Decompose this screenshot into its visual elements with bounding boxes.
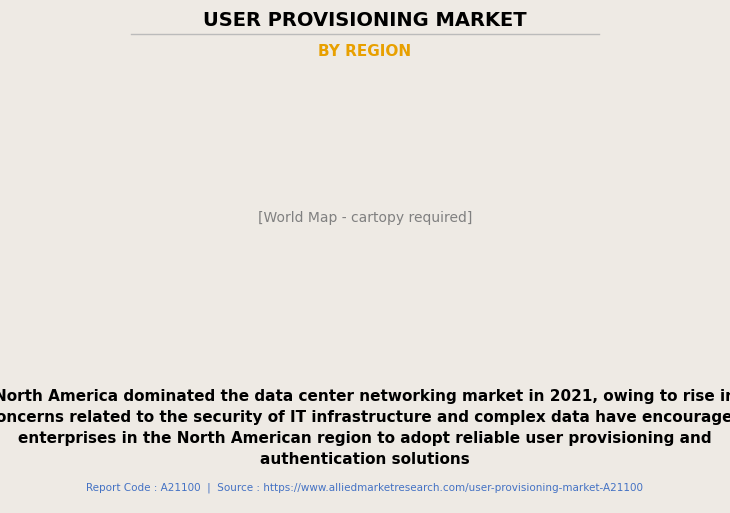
Text: BY REGION: BY REGION xyxy=(318,44,412,59)
Text: Report Code : A21100  |  Source : https://www.alliedmarketresearch.com/user-prov: Report Code : A21100 | Source : https://… xyxy=(86,482,644,492)
Text: USER PROVISIONING MARKET: USER PROVISIONING MARKET xyxy=(203,11,527,30)
Text: North America dominated the data center networking market in 2021, owing to rise: North America dominated the data center … xyxy=(0,389,730,467)
Text: [World Map - cartopy required]: [World Map - cartopy required] xyxy=(258,211,472,225)
